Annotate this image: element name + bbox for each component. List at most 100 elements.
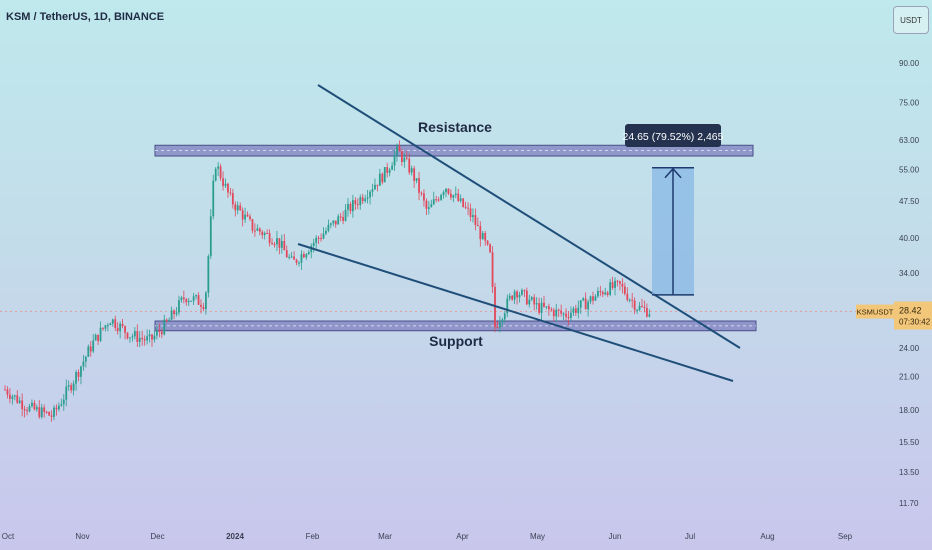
candle-body <box>582 298 585 301</box>
candle-body <box>278 238 281 248</box>
candle-body <box>516 291 518 298</box>
candle-body <box>518 294 521 298</box>
candle-body <box>82 361 85 367</box>
measure-label: 24.65 (79.52%) 2,465 <box>623 131 724 143</box>
candle-body <box>58 405 60 410</box>
candle-body <box>131 336 134 338</box>
candle-body <box>528 299 531 305</box>
candle-body <box>109 323 112 326</box>
candle-body <box>126 332 129 339</box>
y-tick-label: 90.00 <box>899 59 920 68</box>
candle-body <box>354 200 357 205</box>
candle-body <box>327 224 330 231</box>
candle-body <box>148 334 151 337</box>
candle-body <box>62 399 65 405</box>
x-tick-label: Nov <box>75 532 89 541</box>
candle-body <box>437 199 440 201</box>
candle-body <box>378 173 381 186</box>
candle-body <box>107 325 109 327</box>
candle-body <box>432 199 435 205</box>
candle-body <box>489 244 491 253</box>
candle-body <box>567 316 570 318</box>
falling-wedge-upper-line <box>317 84 741 349</box>
candle-body <box>307 252 310 255</box>
x-tick-label: Oct <box>2 532 15 541</box>
x-tick-label: May <box>530 532 545 541</box>
candle-body <box>410 168 413 173</box>
candle-body <box>619 281 621 284</box>
x-tick-label: Apr <box>456 532 469 541</box>
candle-body <box>609 282 612 295</box>
candle-body <box>611 282 614 288</box>
currency-button[interactable]: USDT <box>893 6 929 34</box>
candle-body <box>376 184 379 186</box>
candle-body <box>359 197 362 205</box>
candle-body <box>604 292 607 295</box>
candle-body <box>200 304 202 307</box>
candle-body <box>205 292 207 310</box>
candle-body <box>70 385 73 391</box>
y-tick-label: 34.00 <box>899 269 920 278</box>
candle-body <box>440 194 442 200</box>
candle-body <box>207 256 210 293</box>
candle-body <box>366 197 369 199</box>
candle-body <box>251 219 254 231</box>
candle-body <box>38 407 41 417</box>
falling-wedge-lower-line <box>297 243 734 382</box>
candle-body <box>16 395 19 403</box>
candle-body <box>334 220 337 225</box>
candle-body <box>496 326 499 328</box>
candle-body <box>168 319 171 322</box>
candle-body <box>388 169 391 173</box>
x-tick-label: 2024 <box>226 532 244 541</box>
candle-body <box>266 232 269 234</box>
candle-body <box>499 322 501 328</box>
candle-body <box>454 193 457 196</box>
candle-body <box>543 302 545 307</box>
candle-body <box>386 167 389 173</box>
candle-body <box>413 168 416 181</box>
candle-body <box>638 305 641 310</box>
candle-body <box>589 296 592 302</box>
candle-body <box>178 300 180 313</box>
candle-body <box>80 366 82 377</box>
candle-body <box>121 323 124 327</box>
candle-body <box>104 325 107 329</box>
candle-body <box>212 180 215 217</box>
x-tick-label: Jul <box>685 532 695 541</box>
candle-body <box>170 310 173 320</box>
candle-body <box>491 252 494 287</box>
candle-body <box>92 340 95 352</box>
candle-body <box>418 178 420 193</box>
candle-body <box>4 389 6 391</box>
candle-body <box>391 165 393 170</box>
candle-body <box>597 290 599 297</box>
candle-body <box>401 151 403 163</box>
candle-body <box>398 145 401 152</box>
candle-body <box>525 290 528 305</box>
candle-body <box>246 214 249 217</box>
candle-body <box>77 372 80 377</box>
candle-body <box>133 331 136 337</box>
candle-body <box>119 323 122 332</box>
candle-body <box>423 193 425 201</box>
candle-body <box>312 242 315 246</box>
candle-body <box>320 238 322 240</box>
candle-body <box>533 297 536 305</box>
candle-body <box>138 337 141 343</box>
y-tick-label: 63.00 <box>899 136 920 145</box>
candle-body <box>305 254 308 258</box>
candle-body <box>114 319 117 328</box>
candle-body <box>227 183 229 193</box>
candle-body <box>577 307 580 313</box>
candle-body <box>241 210 244 220</box>
candle-body <box>97 334 99 341</box>
candle-body <box>349 203 352 212</box>
candle-body <box>258 228 261 232</box>
candle-body <box>344 209 347 221</box>
candle-body <box>192 296 195 301</box>
candle-body <box>636 309 638 311</box>
y-tick-label: 24.00 <box>899 344 920 353</box>
